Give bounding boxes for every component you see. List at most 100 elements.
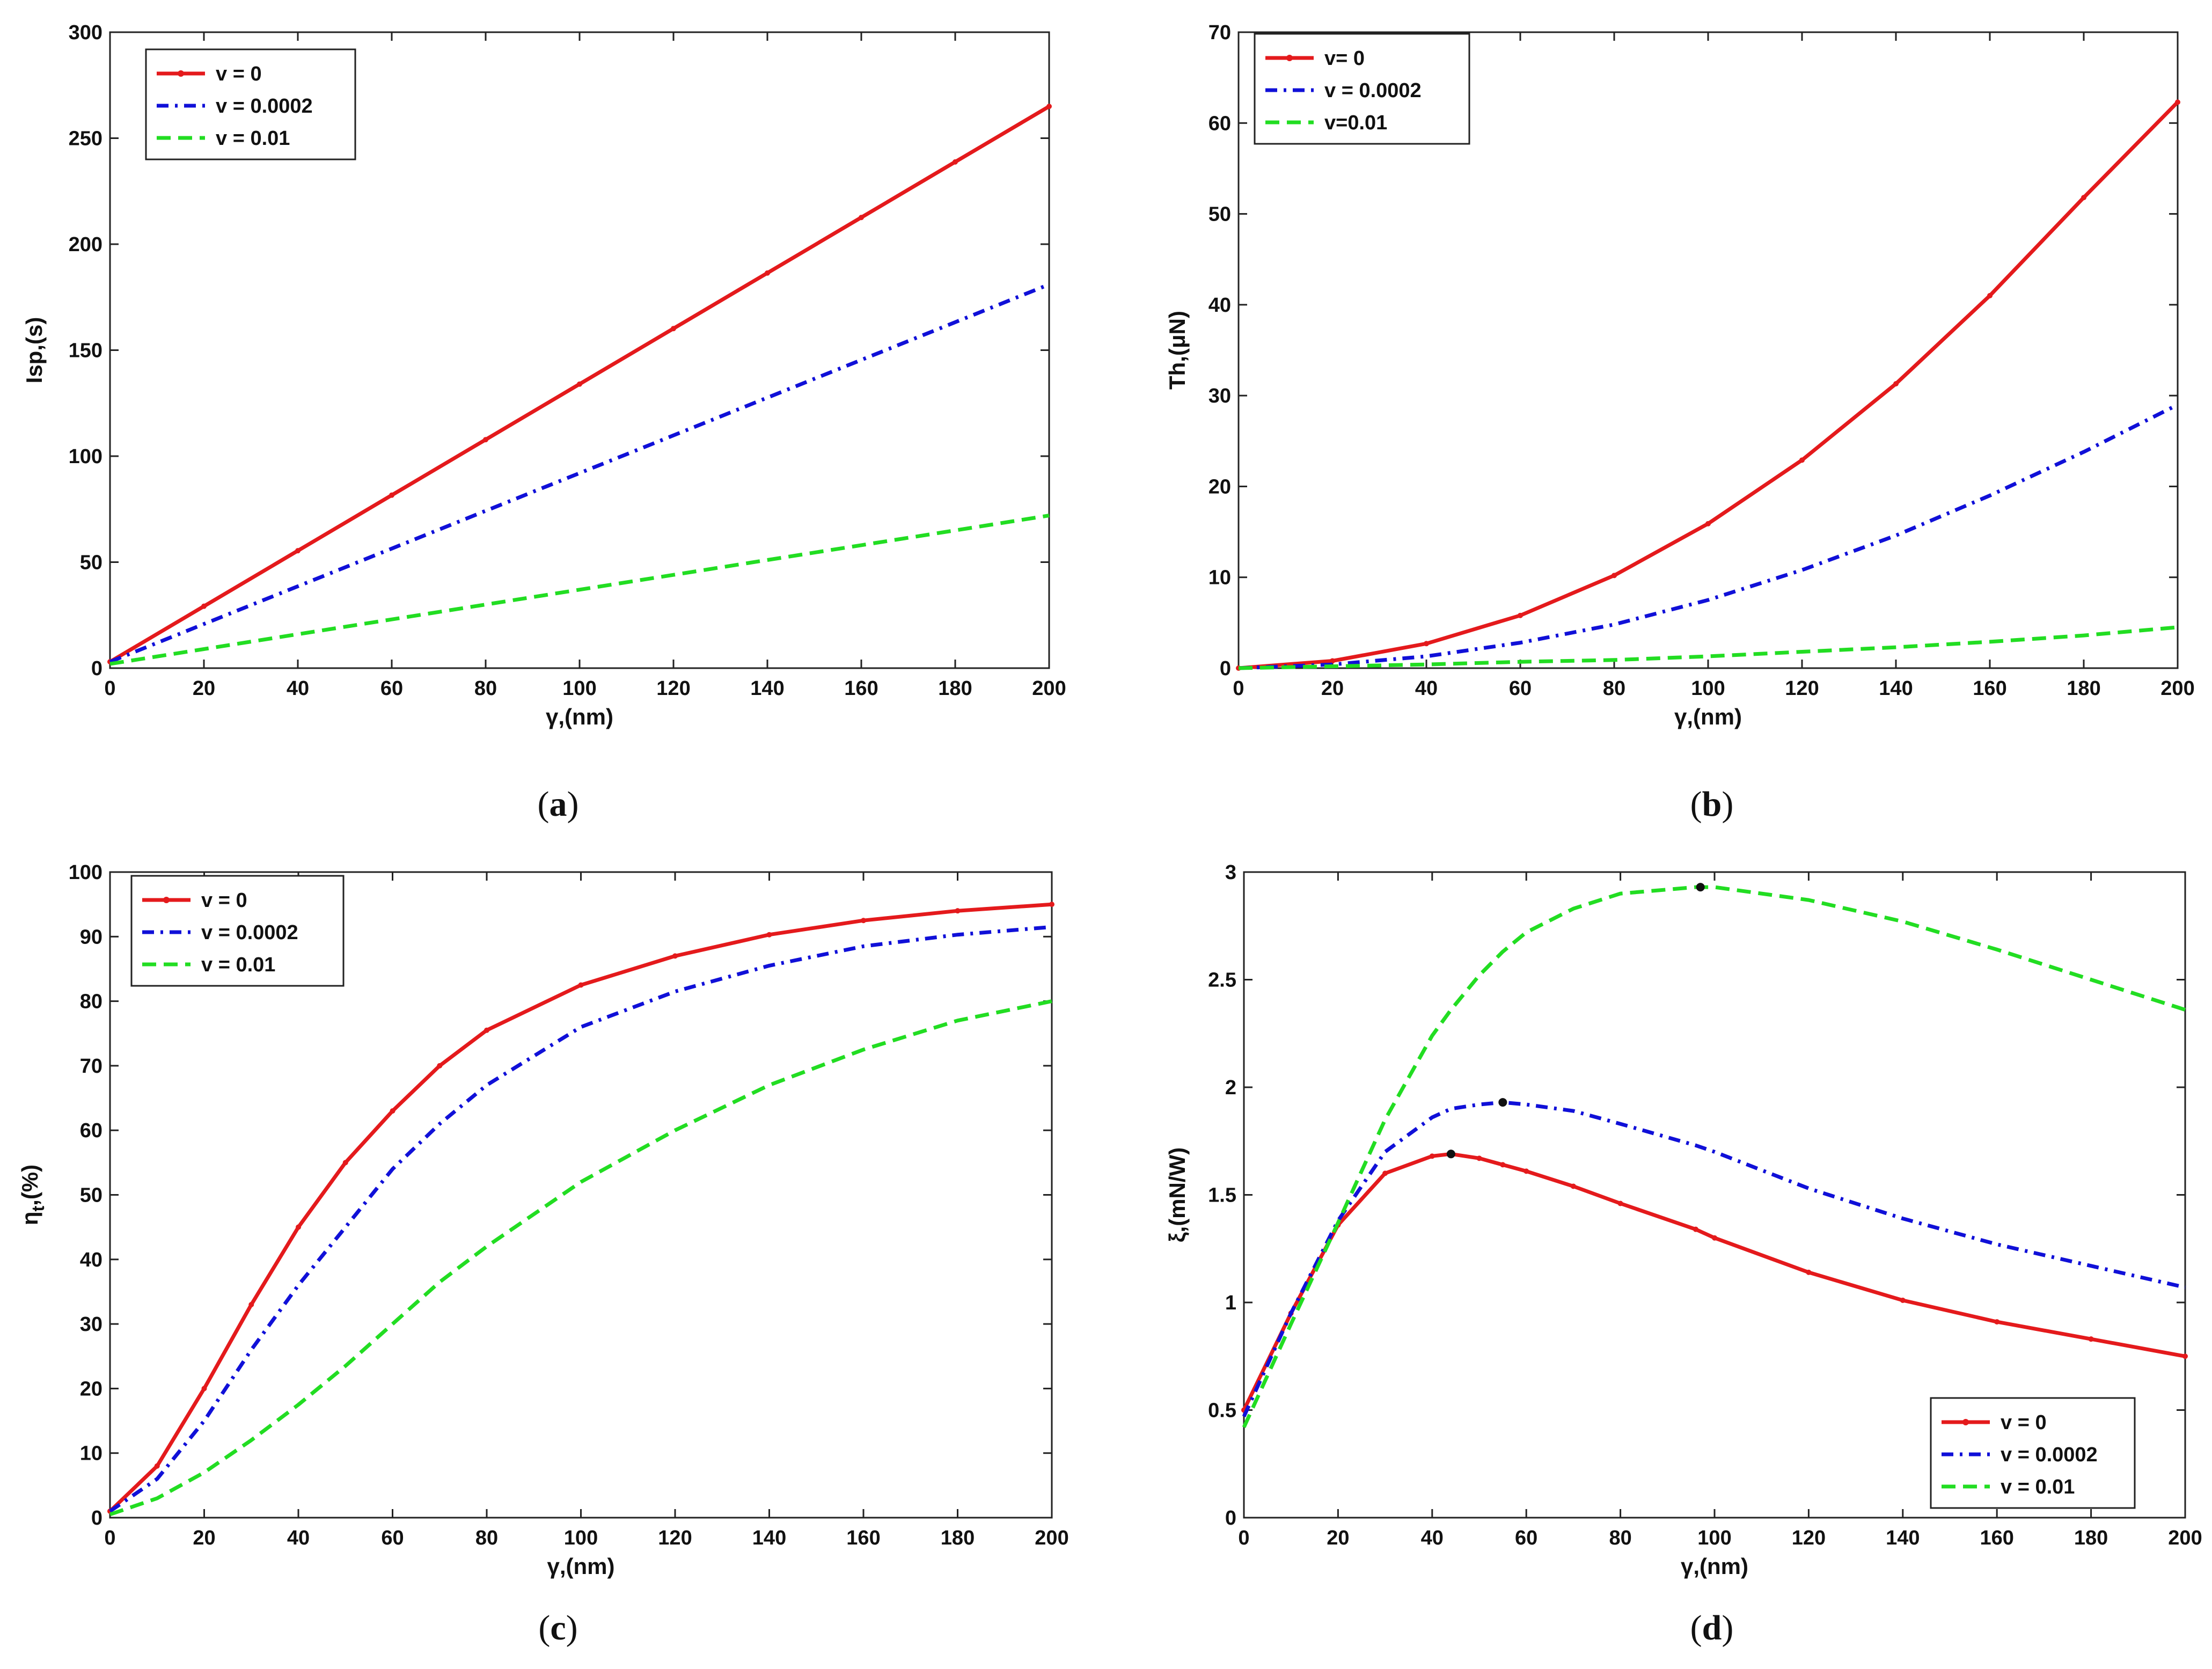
legend-label: v=0.01 <box>1324 112 1387 134</box>
peak-marker <box>1696 883 1705 892</box>
data-point <box>484 1027 489 1033</box>
data-point <box>2081 195 2086 201</box>
y-tick-label: 10 <box>1208 567 1231 589</box>
y-tick-label: 1 <box>1225 1292 1236 1314</box>
caption-open-paren: ( <box>538 1608 550 1648</box>
y-axis-label: ξ,(mN/W) <box>1164 1147 1190 1242</box>
y-tick-label: 0 <box>1220 657 1231 680</box>
data-point <box>1429 1153 1435 1159</box>
peak-marker <box>1446 1150 1455 1159</box>
legend-label: v = 0.0002 <box>2001 1444 2098 1466</box>
data-point <box>1049 902 1054 907</box>
y-tick-label: 0 <box>91 657 102 680</box>
caption-letter: b <box>1702 785 1722 824</box>
x-tick-label: 40 <box>287 677 309 700</box>
x-tick-label: 140 <box>752 1527 786 1549</box>
x-tick-label: 100 <box>564 1527 598 1549</box>
legend: v = 0 v = 0.0002 v = 0.01 <box>1930 1397 2136 1509</box>
data-point <box>154 1463 160 1469</box>
y-tick-label: 70 <box>80 1055 102 1078</box>
caption-letter: d <box>1702 1608 1722 1648</box>
x-tick-label: 0 <box>1233 677 1244 700</box>
x-tick-label: 20 <box>1321 677 1344 700</box>
x-tick-label: 60 <box>1509 677 1532 700</box>
x-tick-label: 160 <box>1980 1527 2013 1549</box>
series-line-v-0-01 <box>1242 885 2186 1429</box>
data-point <box>1994 1319 2000 1325</box>
caption-close-paren: ) <box>566 1608 578 1648</box>
legend-label: v = 0.0002 <box>216 95 313 118</box>
data-point <box>577 381 582 387</box>
legend-label: v = 0 <box>216 63 262 85</box>
data-point <box>201 1386 207 1392</box>
legend-marker <box>1962 1419 1969 1425</box>
panel-caption: (c) <box>538 1608 577 1648</box>
y-tick-label: 40 <box>80 1249 102 1271</box>
y-tick-label: 1.5 <box>1208 1184 1236 1207</box>
data-point <box>1712 1235 1717 1241</box>
x-tick-label: 120 <box>658 1527 692 1549</box>
data-point <box>1476 1155 1482 1161</box>
x-axis-label: γ,(nm) <box>546 704 613 729</box>
x-tick-label: 100 <box>1691 677 1725 700</box>
data-point <box>1046 104 1052 109</box>
y-tick-label: 10 <box>80 1443 102 1465</box>
peak-marker <box>1498 1098 1507 1107</box>
legend-label: v = 0 <box>2001 1411 2047 1434</box>
x-tick-label: 80 <box>1609 1527 1631 1549</box>
y-tick-label: 30 <box>80 1313 102 1336</box>
panel-caption: (d) <box>1690 1608 1734 1648</box>
series-line-v-0-0002 <box>109 282 1050 664</box>
x-tick-label: 200 <box>1032 677 1066 700</box>
x-tick-label: 160 <box>844 677 878 700</box>
legend-label: v = 0.01 <box>201 954 275 976</box>
legend: v = 0 v = 0.0002 v = 0.01 <box>145 48 356 160</box>
data-point <box>296 1224 301 1230</box>
x-tick-label: 180 <box>941 1527 975 1549</box>
data-point <box>953 159 958 165</box>
caption-open-paren: ( <box>538 785 550 824</box>
x-tick-label: 80 <box>474 677 497 700</box>
panel-caption: (b) <box>1690 785 1734 824</box>
x-tick-label: 80 <box>1603 677 1625 700</box>
data-point <box>1424 641 1429 647</box>
series-line-v-0-01 <box>1238 625 2178 670</box>
x-tick-label: 0 <box>1238 1527 1249 1549</box>
data-point <box>766 932 772 938</box>
caption-letter: a <box>550 785 567 824</box>
data-point <box>295 548 301 554</box>
y-tick-label: 0.5 <box>1208 1400 1236 1422</box>
x-tick-label: 60 <box>380 677 403 700</box>
x-tick-label: 160 <box>846 1527 880 1549</box>
panel-caption: (a) <box>538 785 579 824</box>
series-line-v-0-01 <box>109 999 1052 1517</box>
x-axis-label: γ,(nm) <box>1674 704 1742 729</box>
chart-panel-c: 0 20 40 60 80 100 120 140 160 180 200 0 10 20 30 40 50 60… <box>17 861 1069 1648</box>
caption-close-paren: ) <box>1722 1608 1733 1648</box>
x-tick-label: 140 <box>1886 1527 1920 1549</box>
y-tick-label: 100 <box>69 861 102 884</box>
x-tick-label: 140 <box>750 677 784 700</box>
data-point <box>389 492 394 498</box>
data-point <box>437 1063 443 1068</box>
legend-label: v = 0.0002 <box>1324 79 1422 102</box>
data-point <box>248 1302 254 1308</box>
x-tick-label: 200 <box>2168 1527 2202 1549</box>
y-axis-label: Isp,(s) <box>21 317 47 384</box>
y-axis-label-unit: ,(%) <box>17 1165 42 1206</box>
legend-marker <box>163 897 170 903</box>
y-tick-label: 50 <box>80 1184 102 1207</box>
y-tick-label: 150 <box>69 340 102 362</box>
caption-letter: c <box>550 1608 566 1648</box>
x-tick-label: 20 <box>1327 1527 1349 1549</box>
series-line-v-0-0002 <box>1238 402 2179 670</box>
x-tick-label: 120 <box>1792 1527 1826 1549</box>
data-point <box>2175 99 2180 105</box>
series-line-v-0 <box>1242 1152 2186 1411</box>
x-tick-label: 100 <box>1697 1527 1731 1549</box>
y-tick-label: 70 <box>1208 21 1231 44</box>
x-tick-label: 60 <box>1515 1527 1537 1549</box>
series-line-v-0-01 <box>109 514 1050 666</box>
y-axis-label-symbol: η <box>17 1212 42 1226</box>
y-tick-label: 2.5 <box>1208 969 1236 992</box>
